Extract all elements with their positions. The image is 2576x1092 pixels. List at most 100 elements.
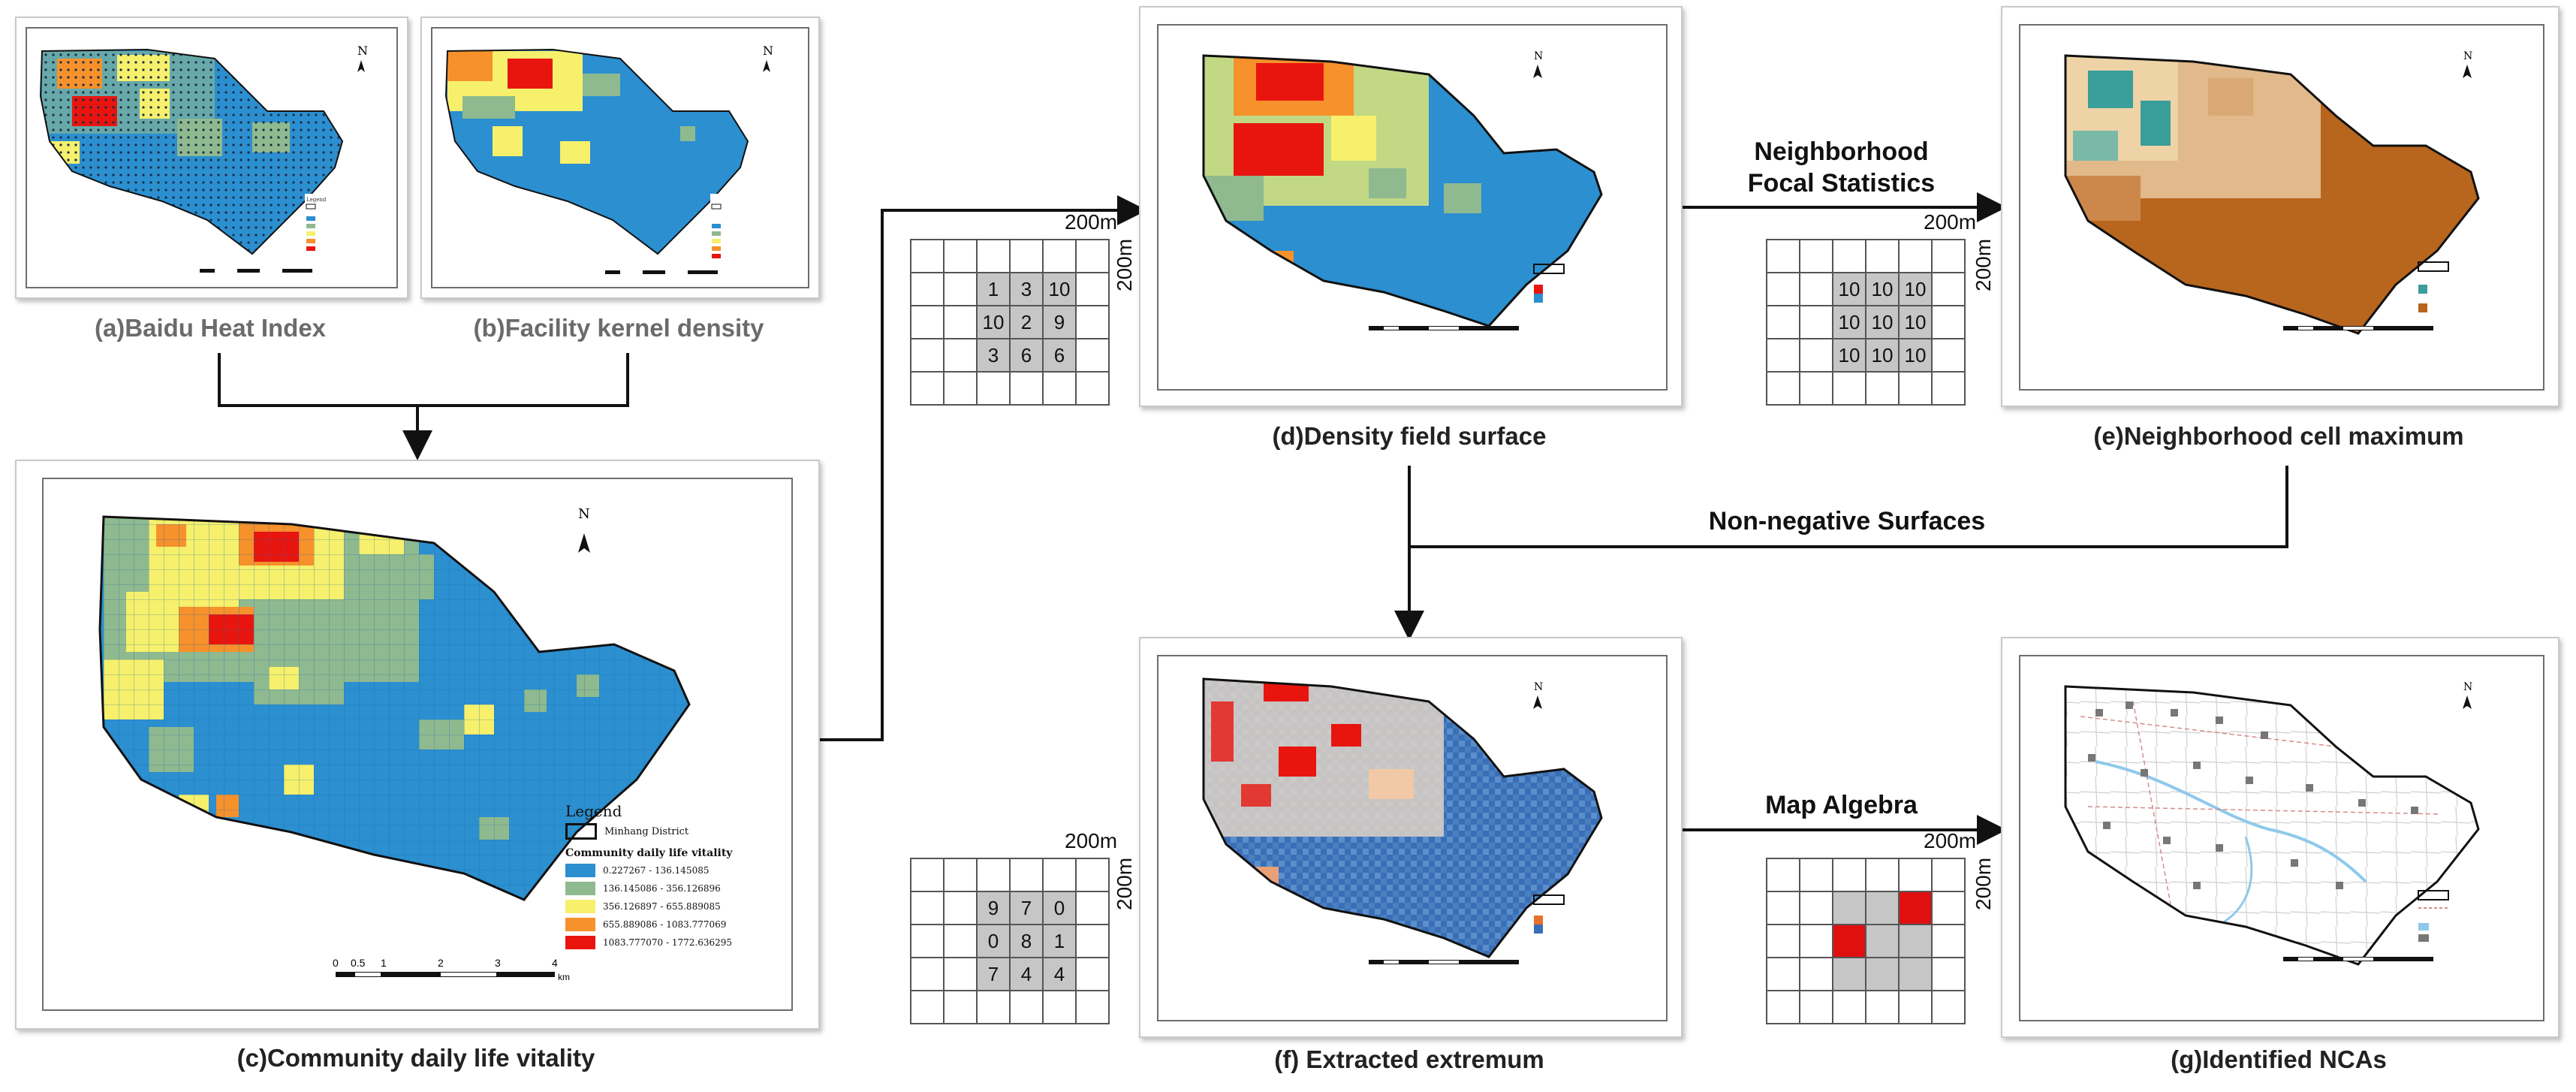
north-arrow-icon: N [1533, 681, 1543, 709]
grid-d: 1 3 10 10 2 9 3 6 6 [910, 239, 1110, 406]
grid-cell [1075, 924, 1110, 958]
grid-cell [1075, 305, 1110, 339]
svg-text:N: N [1534, 50, 1543, 62]
grid-cell: 1 [1042, 924, 1077, 958]
legend-class: 356.126897 - 655.889085 [565, 900, 776, 913]
scale-bar: 0 0.5 1 2 3 4 km [333, 957, 573, 987]
svg-text:N: N [2463, 681, 2472, 693]
grid-cell: 7 [976, 957, 1011, 991]
grid-cell [943, 371, 978, 406]
grid-cell [1931, 305, 1966, 339]
class-label: 136.145086 - 356.126896 [603, 883, 721, 894]
grid-cell [1009, 239, 1044, 273]
grid-g-scale-h: 200m [1924, 829, 1977, 852]
op-non-negative: Non-negative Surfaces [1708, 507, 1986, 535]
grid-cell [943, 338, 978, 373]
scale-tick-0: 0 [333, 957, 339, 969]
grid-cell: 8 [1009, 924, 1044, 958]
svg-text:N: N [1534, 681, 1543, 693]
grid-cell [1865, 239, 1900, 273]
scale-tick-1: 0.5 [351, 957, 366, 969]
map-community-vitality [98, 515, 691, 901]
swatch [565, 882, 595, 895]
grid-cell [1766, 338, 1800, 373]
grid-cell: 1 [976, 272, 1011, 306]
grid-cell [976, 990, 1011, 1024]
grid-cell [910, 858, 945, 892]
grid-cell [1766, 371, 1800, 406]
swatch [565, 864, 595, 877]
grid-cell [1865, 957, 1900, 991]
grid-cell: 2 [1009, 305, 1044, 339]
grid-cell: 10 [1898, 338, 1933, 373]
grid-cell [1898, 858, 1933, 892]
legend-class: 1083.777070 - 1772.636295 [565, 936, 776, 949]
grid-cell [1766, 891, 1800, 925]
map-frame: N [1157, 24, 1668, 391]
map-extracted-extremum: N [1202, 677, 1603, 964]
grid-cell [943, 891, 978, 925]
scale-tick-2: 1 [381, 957, 387, 969]
grid-g [1766, 858, 1966, 1024]
grid-cell [1075, 858, 1110, 892]
grid-table: 1 3 10 10 2 9 3 6 6 [910, 239, 1110, 406]
scale-tick-5: 4 [552, 957, 558, 969]
grid-cell: 10 [1865, 305, 1900, 339]
legend-district-label: Minhang District [604, 825, 689, 837]
grid-cell [1009, 858, 1044, 892]
grid-cell [943, 305, 978, 339]
grid-cell [1799, 305, 1833, 339]
grid-cell [943, 990, 978, 1024]
panel-identified-ncas: N [2001, 637, 2559, 1038]
grid-cell [943, 957, 978, 991]
grid-cell [910, 891, 945, 925]
grid-cell [1042, 239, 1077, 273]
grid-cell: 10 [1898, 305, 1933, 339]
grid-cell [910, 924, 945, 958]
grid-d-scale-h: 200m [1065, 210, 1118, 234]
grid-cell: 10 [1865, 338, 1900, 373]
grid-cell [1931, 957, 1966, 991]
grid-cell [1042, 858, 1077, 892]
grid-cell [1799, 371, 1833, 406]
grid-cell [1766, 957, 1800, 991]
grid-cell: 10 [1042, 272, 1077, 306]
map-frame: N [2019, 655, 2544, 1021]
grid-table: 10 10 10 10 10 10 10 10 10 [1766, 239, 1966, 406]
grid-cell: 9 [1042, 305, 1077, 339]
grid-e: 10 10 10 10 10 10 10 10 10 [1766, 239, 1966, 406]
legend-district: Minhang District [565, 823, 776, 840]
grid-cell [1931, 338, 1966, 373]
grid-cell [1931, 891, 1966, 925]
grid-e-scale-h: 200m [1924, 210, 1977, 234]
north-arrow-icon: N [357, 44, 368, 72]
grid-cell: 10 [1832, 338, 1866, 373]
grid-cell [1799, 858, 1833, 892]
scale-unit: km [558, 972, 570, 982]
grid-cell [943, 239, 978, 273]
grid-cell [1865, 924, 1900, 958]
grid-cell [910, 272, 945, 306]
caption-e: (e)Neighborhood cell maximum [2093, 422, 2464, 450]
panel-density-field: N [1139, 6, 1683, 407]
grid-cell [1075, 990, 1110, 1024]
legend-class: 136.145086 - 356.126896 [565, 882, 776, 895]
scale-seg [441, 973, 496, 976]
grid-cell [1799, 239, 1833, 273]
legend-class: 655.889086 - 1083.777069 [565, 918, 776, 931]
grid-cell [1009, 990, 1044, 1024]
connector-a-down [218, 353, 629, 407]
grid-cell [910, 338, 945, 373]
grid-cell [1898, 371, 1933, 406]
grid-cell [1042, 371, 1077, 406]
caption-c: (c)Community daily life vitality [237, 1044, 595, 1072]
map-legend: Legend Minhang District Community daily … [565, 802, 776, 949]
grid-f-scale-h: 200m [1065, 829, 1118, 852]
grid-table [1766, 858, 1966, 1024]
map-frame: N Legend [26, 27, 398, 288]
grid-cell [1766, 272, 1800, 306]
scale-tick-4: 3 [495, 957, 501, 969]
grid-cell: 10 [1865, 272, 1900, 306]
grid-cell [1865, 990, 1900, 1024]
grid-cell [1832, 891, 1866, 925]
